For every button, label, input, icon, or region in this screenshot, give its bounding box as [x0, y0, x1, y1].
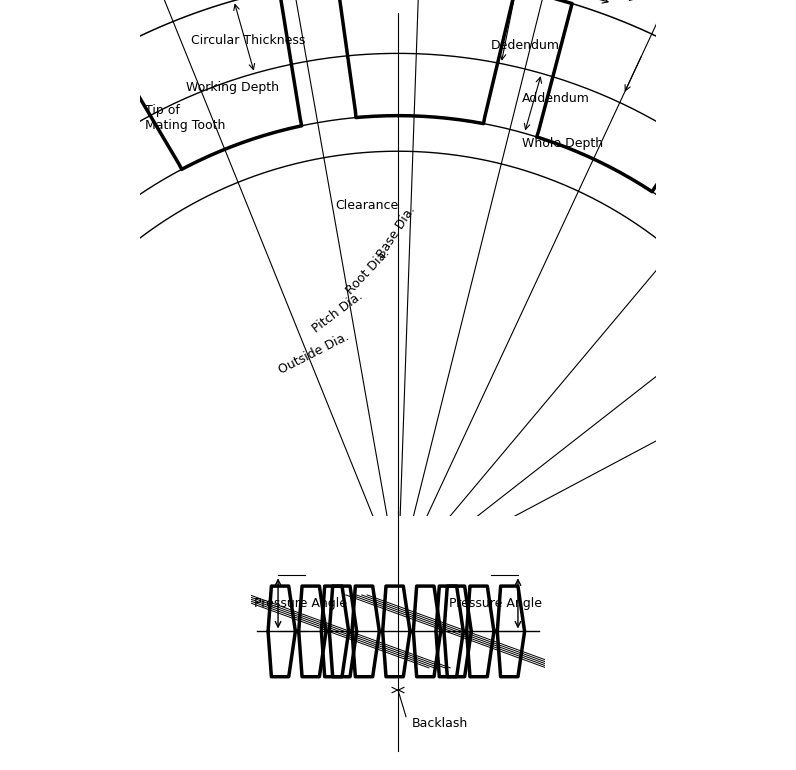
Text: Pressure Angle: Pressure Angle	[449, 597, 542, 610]
Text: Circular Thickness: Circular Thickness	[191, 35, 306, 48]
Text: Dedendum: Dedendum	[491, 38, 560, 52]
Text: Tip of
Mating Tooth: Tip of Mating Tooth	[145, 103, 225, 132]
Text: Working Depth: Working Depth	[186, 82, 279, 95]
Text: Base Dia.: Base Dia.	[375, 203, 418, 260]
Text: Backlash: Backlash	[412, 717, 467, 730]
Text: Addendum: Addendum	[522, 92, 590, 105]
Text: Clearance: Clearance	[335, 199, 399, 212]
Text: Pitch Dia.: Pitch Dia.	[310, 290, 365, 336]
Text: Circular Pitch: Circular Pitch	[357, 0, 439, 2]
Text: Whole Depth: Whole Depth	[522, 136, 603, 149]
Text: Pressure Angle: Pressure Angle	[254, 597, 347, 610]
Text: Root Dia.: Root Dia.	[344, 246, 392, 296]
Text: Outside Dia.: Outside Dia.	[277, 330, 352, 377]
